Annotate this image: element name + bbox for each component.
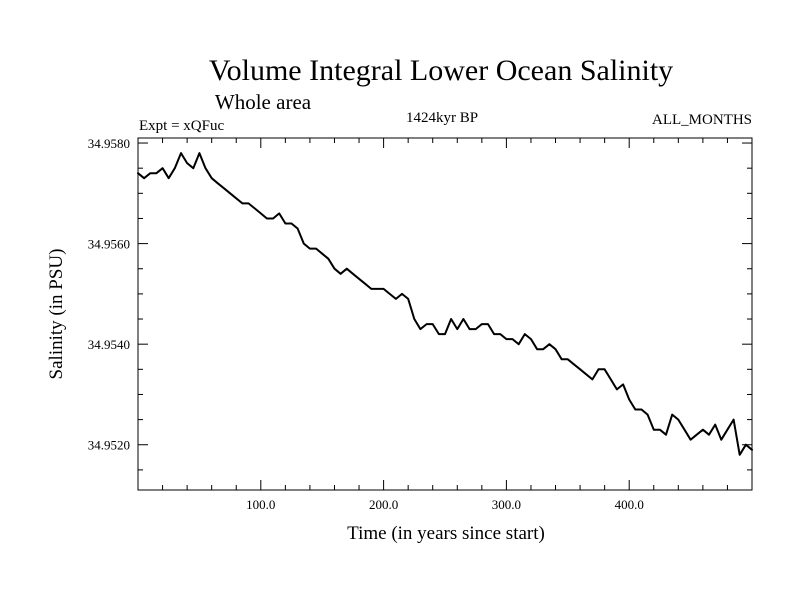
x-tick-label: 100.0 (246, 497, 275, 512)
tick-labels: 100.0 200.0 300.0 400.0 34.9520 34.9540 34.956… (88, 136, 644, 512)
months-label: ALL_MONTHS (652, 112, 752, 128)
y-tick-label: 34.9520 (88, 438, 130, 453)
y-axis-label: Salinity (in PSU) (46, 249, 67, 380)
x-axis-label: Time (in years since start) (347, 523, 545, 544)
x-tick-label: 200.0 (369, 497, 398, 512)
y-tick-label: 34.9540 (88, 337, 130, 352)
salinity-series-line (137, 152, 753, 456)
plot-frame (137, 137, 753, 491)
chart-subtitle: Whole area (215, 90, 312, 114)
y-tick-label: 34.9580 (88, 136, 130, 151)
x-tick-label: 300.0 (492, 497, 521, 512)
x-tick-label: 400.0 (615, 497, 644, 512)
y-tick-label: 34.9560 (88, 237, 130, 252)
axis-ticks (138, 138, 752, 490)
experiment-label: Expt = xQFuc (139, 118, 224, 134)
chart-title: Volume Integral Lower Ocean Salinity (209, 54, 673, 87)
period-label: 1424kyr BP (406, 110, 478, 126)
